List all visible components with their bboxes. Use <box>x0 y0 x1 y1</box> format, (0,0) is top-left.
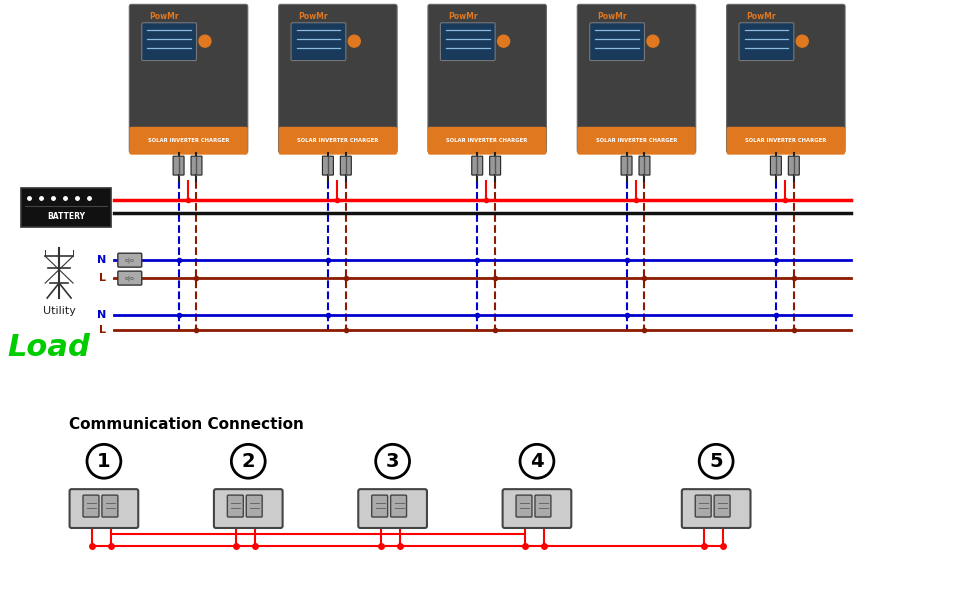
Circle shape <box>231 445 265 478</box>
FancyBboxPatch shape <box>695 495 710 517</box>
FancyBboxPatch shape <box>21 188 110 227</box>
Text: PowMr: PowMr <box>746 12 775 21</box>
FancyBboxPatch shape <box>70 489 139 528</box>
FancyBboxPatch shape <box>371 495 388 517</box>
FancyBboxPatch shape <box>502 489 571 528</box>
FancyBboxPatch shape <box>191 156 202 175</box>
Text: Load: Load <box>8 333 90 362</box>
FancyBboxPatch shape <box>102 495 117 517</box>
Circle shape <box>497 35 509 47</box>
FancyBboxPatch shape <box>726 4 844 152</box>
Text: 5: 5 <box>708 452 722 471</box>
Text: L: L <box>99 325 106 335</box>
Bar <box>429 131 544 151</box>
FancyBboxPatch shape <box>577 4 695 152</box>
Text: SOLAR INVERTER CHARGER: SOLAR INVERTER CHARGER <box>446 138 527 143</box>
Text: N: N <box>97 310 106 320</box>
FancyBboxPatch shape <box>227 495 243 517</box>
Text: 3: 3 <box>386 452 399 471</box>
FancyBboxPatch shape <box>391 495 406 517</box>
Text: PowMr: PowMr <box>149 12 178 21</box>
Text: PowMr: PowMr <box>597 12 626 21</box>
FancyBboxPatch shape <box>214 489 282 528</box>
FancyBboxPatch shape <box>620 156 632 175</box>
Text: Utility: Utility <box>43 306 76 316</box>
Bar <box>280 131 394 151</box>
Bar <box>131 131 245 151</box>
FancyBboxPatch shape <box>726 127 844 155</box>
FancyBboxPatch shape <box>117 253 141 267</box>
Text: Communication Connection: Communication Connection <box>69 417 303 432</box>
FancyBboxPatch shape <box>117 271 141 285</box>
FancyBboxPatch shape <box>471 156 483 175</box>
FancyBboxPatch shape <box>358 489 426 528</box>
Text: SOLAR INVERTER CHARGER: SOLAR INVERTER CHARGER <box>297 138 378 143</box>
Text: L: L <box>99 273 106 283</box>
FancyBboxPatch shape <box>172 156 184 175</box>
Circle shape <box>348 35 359 47</box>
Circle shape <box>199 35 210 47</box>
FancyBboxPatch shape <box>440 23 494 61</box>
Bar <box>728 131 842 151</box>
Text: PowMr: PowMr <box>448 12 477 21</box>
FancyBboxPatch shape <box>129 4 247 152</box>
FancyBboxPatch shape <box>427 127 546 155</box>
Text: SOLAR INVERTER CHARGER: SOLAR INVERTER CHARGER <box>147 138 229 143</box>
FancyBboxPatch shape <box>577 127 695 155</box>
FancyBboxPatch shape <box>639 156 649 175</box>
Circle shape <box>519 445 553 478</box>
FancyBboxPatch shape <box>278 4 396 152</box>
Bar <box>578 131 693 151</box>
Text: SOLAR INVERTER CHARGER: SOLAR INVERTER CHARGER <box>595 138 676 143</box>
FancyBboxPatch shape <box>129 127 247 155</box>
Circle shape <box>646 35 658 47</box>
Text: BATTERY: BATTERY <box>47 212 85 221</box>
FancyBboxPatch shape <box>713 495 730 517</box>
FancyBboxPatch shape <box>769 156 781 175</box>
FancyBboxPatch shape <box>489 156 500 175</box>
Text: N: N <box>97 255 106 265</box>
FancyBboxPatch shape <box>322 156 333 175</box>
Text: 2: 2 <box>241 452 255 471</box>
Circle shape <box>375 445 409 478</box>
FancyBboxPatch shape <box>589 23 643 61</box>
FancyBboxPatch shape <box>681 489 750 528</box>
FancyBboxPatch shape <box>291 23 346 61</box>
FancyBboxPatch shape <box>246 495 262 517</box>
FancyBboxPatch shape <box>278 127 396 155</box>
FancyBboxPatch shape <box>83 495 99 517</box>
Circle shape <box>699 445 733 478</box>
FancyBboxPatch shape <box>738 23 793 61</box>
FancyBboxPatch shape <box>340 156 351 175</box>
Text: o|o: o|o <box>125 257 135 263</box>
Text: PowMr: PowMr <box>298 12 328 21</box>
FancyBboxPatch shape <box>516 495 531 517</box>
Circle shape <box>796 35 807 47</box>
FancyBboxPatch shape <box>427 4 546 152</box>
FancyBboxPatch shape <box>788 156 798 175</box>
Text: 4: 4 <box>530 452 544 471</box>
Text: SOLAR INVERTER CHARGER: SOLAR INVERTER CHARGER <box>744 138 826 143</box>
Circle shape <box>87 445 121 478</box>
FancyBboxPatch shape <box>141 23 197 61</box>
Text: o|o: o|o <box>125 275 135 281</box>
Text: 1: 1 <box>97 452 110 471</box>
FancyBboxPatch shape <box>535 495 550 517</box>
